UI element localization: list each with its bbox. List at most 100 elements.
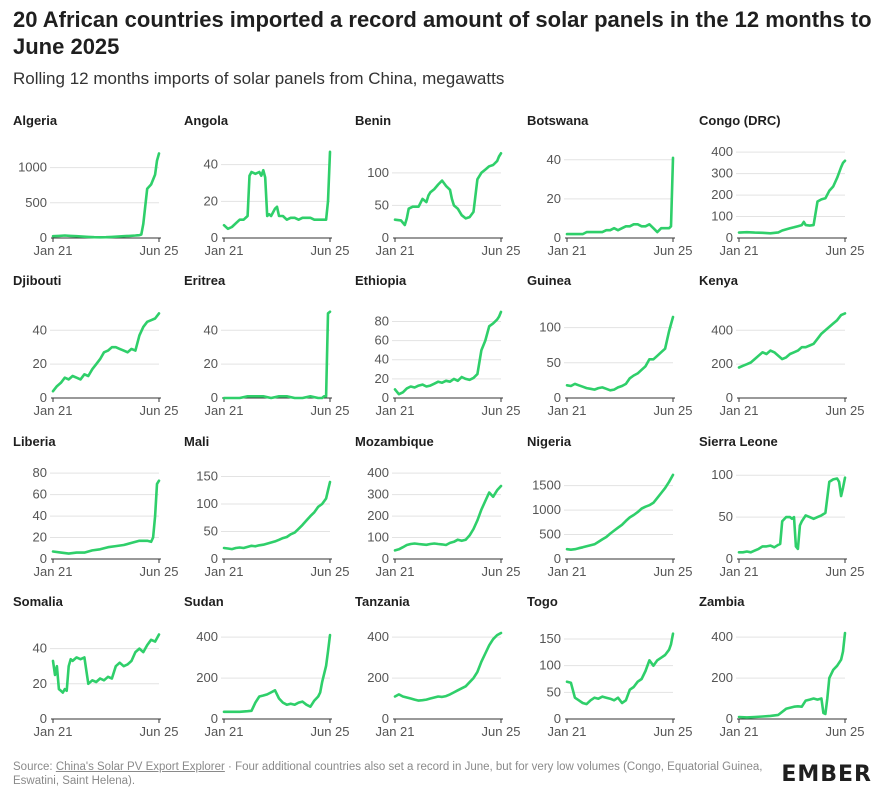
x-tick-label-end: Jun 25 [653, 724, 692, 739]
y-tick-label: 0 [554, 390, 561, 405]
x-tick-label-end: Jun 25 [139, 403, 178, 418]
y-tick-label: 100 [539, 320, 561, 335]
series-line [393, 151, 503, 227]
y-tick-label: 20 [204, 193, 218, 208]
x-tick-label-end: Jun 25 [310, 243, 349, 258]
x-tick-label-end: Jun 25 [310, 724, 349, 739]
panel-title: Sudan [184, 594, 224, 609]
series-line [51, 633, 161, 694]
series-line [222, 310, 332, 400]
y-tick-label: 80 [33, 465, 47, 480]
series-line [51, 312, 161, 393]
y-tick-label: 400 [367, 629, 389, 644]
panel-title: Botswana [527, 113, 589, 128]
series-line [565, 315, 675, 392]
x-tick-label-start: Jan 21 [33, 243, 72, 258]
panel-title: Angola [184, 113, 229, 128]
chart-nigeria: Nigeria 0 500 1000 1500 Jan 21 Jun 25 [527, 434, 693, 579]
panel-sierra-leone: Sierra Leone 0 50 100 Jan 21 Jun 25 [699, 431, 870, 591]
y-tick-label: 40 [547, 152, 561, 167]
x-tick-label-end: Jun 25 [481, 403, 520, 418]
y-tick-label: 50 [547, 684, 561, 699]
x-tick-label-start: Jan 21 [204, 724, 243, 739]
y-tick-label: 20 [204, 356, 218, 371]
y-tick-label: 40 [204, 322, 218, 337]
y-tick-label: 100 [711, 209, 733, 224]
panel-title: Guinea [527, 273, 572, 288]
chart-sierra-leone: Sierra Leone 0 50 100 Jan 21 Jun 25 [699, 434, 865, 579]
y-tick-label: 200 [711, 356, 733, 371]
series-line [737, 159, 847, 235]
panel-tanzania: Tanzania 0 200 400 Jan 21 Jun 25 [355, 591, 526, 751]
y-tick-label: 400 [367, 465, 389, 480]
y-tick-label: 300 [367, 487, 389, 502]
panel-algeria: Algeria 0 500 1000 Jan 21 Jun 25 [13, 110, 184, 270]
y-tick-label: 100 [367, 165, 389, 180]
panel-somalia: Somalia 0 20 40 Jan 21 Jun 25 [13, 591, 184, 751]
y-tick-label: 500 [539, 527, 561, 542]
y-tick-label: 40 [33, 508, 47, 523]
chart-ethiopia: Ethiopia 0 20 40 60 80 Jan 21 Jun 25 [355, 273, 521, 418]
panel-title: Liberia [13, 434, 56, 449]
x-tick-label-start: Jan 21 [204, 403, 243, 418]
chart-subtitle: Rolling 12 months imports of solar panel… [13, 69, 505, 88]
y-tick-label: 200 [196, 670, 218, 685]
y-tick-label: 20 [547, 191, 561, 206]
x-tick-label-end: Jun 25 [825, 564, 864, 579]
y-tick-label: 0 [40, 551, 47, 566]
panel-title: Kenya [699, 273, 739, 288]
panel-title: Tanzania [355, 594, 410, 609]
x-tick-label-end: Jun 25 [139, 243, 178, 258]
x-tick-label-start: Jan 21 [33, 403, 72, 418]
x-tick-label-end: Jun 25 [310, 403, 349, 418]
x-tick-label-start: Jan 21 [204, 564, 243, 579]
y-tick-label: 20 [33, 356, 47, 371]
y-tick-label: 0 [382, 390, 389, 405]
chart-congo-drc: Congo (DRC) 0 100 200 300 400 Jan 21 Jun 25 [699, 113, 865, 258]
y-tick-label: 1000 [18, 160, 47, 175]
y-tick-label: 50 [547, 355, 561, 370]
series-line [737, 631, 847, 719]
y-tick-label: 50 [375, 197, 389, 212]
panel-title: Togo [527, 594, 558, 609]
x-tick-label-start: Jan 21 [375, 243, 414, 258]
panel-sudan: Sudan 0 200 400 Jan 21 Jun 25 [184, 591, 355, 751]
chart-botswana: Botswana 0 20 40 Jan 21 Jun 25 [527, 113, 693, 258]
series-line [222, 150, 332, 231]
x-tick-label-end: Jun 25 [825, 724, 864, 739]
panel-benin: Benin 0 50 100 Jan 21 Jun 25 [355, 110, 526, 270]
y-tick-label: 400 [711, 629, 733, 644]
chart-kenya: Kenya 0 200 400 Jan 21 Jun 25 [699, 273, 865, 418]
panel-angola: Angola 0 20 40 Jan 21 Jun 25 [184, 110, 355, 270]
x-tick-label-end: Jun 25 [481, 724, 520, 739]
y-tick-label: 50 [204, 524, 218, 539]
x-tick-label-start: Jan 21 [547, 243, 586, 258]
x-tick-label-start: Jan 21 [375, 403, 414, 418]
panel-kenya: Kenya 0 200 400 Jan 21 Jun 25 [699, 270, 870, 430]
series-line [565, 632, 675, 706]
panel-title: Eritrea [184, 273, 226, 288]
panel-congo-drc: Congo (DRC) 0 100 200 300 400 Jan 21 Jun 25 [699, 110, 870, 270]
x-tick-label-end: Jun 25 [653, 564, 692, 579]
y-tick-label: 0 [211, 230, 218, 245]
panel-zambia: Zambia 0 200 400 Jan 21 Jun 25 [699, 591, 870, 751]
chart-benin: Benin 0 50 100 Jan 21 Jun 25 [355, 113, 521, 258]
x-tick-label-end: Jun 25 [139, 564, 178, 579]
chart-angola: Angola 0 20 40 Jan 21 Jun 25 [184, 113, 350, 258]
x-tick-label-end: Jun 25 [481, 564, 520, 579]
series-line [565, 156, 675, 236]
y-tick-label: 40 [33, 322, 47, 337]
y-tick-label: 400 [196, 629, 218, 644]
panel-title: Mali [184, 434, 209, 449]
chart-togo: Togo 0 50 100 150 Jan 21 Jun 25 [527, 594, 693, 739]
source-suffix: · Four additional countries also set a r… [13, 761, 763, 787]
panel-togo: Togo 0 50 100 150 Jan 21 Jun 25 [527, 591, 698, 751]
source-link[interactable]: China's Solar PV Export Explorer [55, 761, 225, 773]
chart-mali: Mali 0 50 100 150 Jan 21 Jun 25 [184, 434, 350, 579]
y-tick-label: 150 [196, 469, 218, 484]
panel-botswana: Botswana 0 20 40 Jan 21 Jun 25 [527, 110, 698, 270]
chart-tanzania: Tanzania 0 200 400 Jan 21 Jun 25 [355, 594, 521, 739]
y-tick-label: 0 [726, 551, 733, 566]
panel-title: Nigeria [527, 434, 572, 449]
